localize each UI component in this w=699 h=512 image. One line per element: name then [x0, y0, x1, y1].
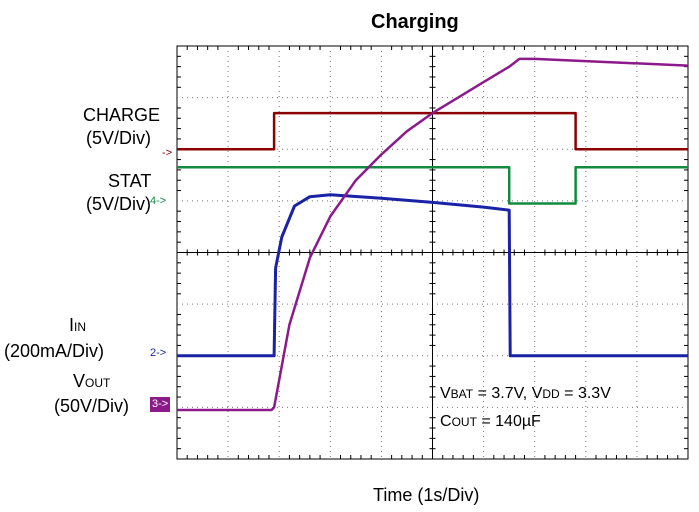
stat-marker: 4-> [150, 195, 167, 207]
iin-label: IIN [69, 316, 86, 334]
traces [177, 57, 689, 412]
cout-symbol: C [440, 413, 452, 430]
cout-value: = 140µF [476, 413, 541, 430]
vbat-vdd-annotation: VBAT = 3.7V, VDD = 3.3V [440, 386, 611, 402]
iin-symbol: I [69, 315, 75, 335]
charge-label: CHARGE [83, 105, 161, 125]
x-axis-label: Time (1s/Div) [373, 485, 480, 505]
stat-label: STAT [108, 171, 152, 191]
vout-marker: 3-> [150, 397, 171, 412]
vout-label: VOUT [73, 372, 110, 390]
iin-subscript: IN [74, 320, 87, 334]
grid [176, 45, 689, 460]
chart-title: Charging [371, 11, 459, 33]
iin-scale-label: (200mA/Div) [4, 341, 105, 361]
charge-marker: -> [162, 147, 173, 159]
vout-scale-label: (50V/Div) [54, 396, 130, 416]
vbat-subscript: BAT [450, 387, 474, 401]
trace-vout [177, 57, 689, 412]
vdd-subscript: DD [542, 387, 560, 401]
vdd-symbol: V [531, 385, 543, 402]
stat-scale-label: (5V/Div) [86, 194, 152, 214]
vout-subscript: OUT [85, 376, 111, 390]
vbat-symbol: V [440, 385, 451, 402]
trace-iin [177, 193, 688, 358]
cout-annotation: COUT = 140µF [440, 414, 541, 430]
trace-stat [177, 166, 688, 205]
vout-symbol: V [73, 371, 86, 391]
iin-marker: 2-> [150, 347, 167, 359]
vbat-value: = 3.7V, [473, 385, 532, 402]
cout-subscript: OUT [451, 415, 477, 429]
charge-scale-label: (5V/Div) [86, 128, 152, 148]
vdd-value: = 3.3V [559, 385, 611, 402]
trace-charge [177, 111, 688, 151]
